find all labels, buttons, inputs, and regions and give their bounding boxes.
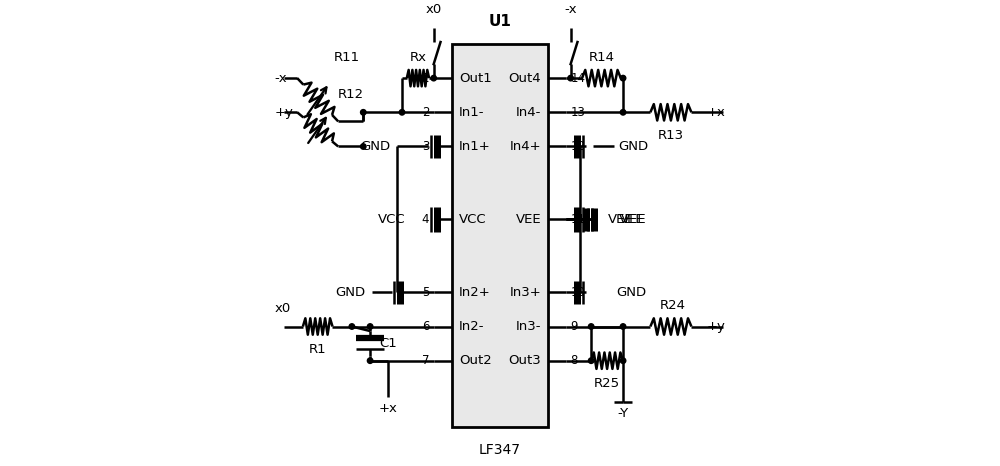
Circle shape (568, 75, 573, 81)
Circle shape (620, 75, 626, 81)
Text: Out4: Out4 (508, 72, 541, 85)
Text: R24: R24 (660, 300, 686, 313)
Text: +x: +x (707, 106, 726, 119)
Text: 9: 9 (571, 320, 578, 333)
Circle shape (620, 110, 626, 115)
Text: Out3: Out3 (508, 354, 541, 367)
Text: VCC: VCC (459, 213, 487, 226)
Text: 14: 14 (571, 72, 586, 85)
Text: Rx: Rx (409, 51, 426, 64)
Text: R1: R1 (309, 343, 327, 356)
Text: 5: 5 (422, 286, 429, 299)
Text: Out1: Out1 (459, 72, 492, 85)
Circle shape (431, 75, 436, 81)
Text: VCC: VCC (378, 213, 406, 226)
Text: 12: 12 (571, 140, 586, 153)
Text: VEE: VEE (621, 213, 646, 226)
Text: GND: GND (335, 286, 366, 299)
Text: In4-: In4- (516, 106, 541, 119)
Text: R12: R12 (338, 88, 364, 101)
Text: 1: 1 (422, 72, 429, 85)
Text: C1: C1 (379, 337, 397, 350)
Text: In3-: In3- (516, 320, 541, 333)
Text: Out2: Out2 (459, 354, 492, 367)
Circle shape (349, 324, 355, 329)
Text: GND: GND (616, 286, 646, 299)
Text: 11: 11 (571, 213, 586, 226)
Circle shape (588, 324, 594, 329)
Text: 7: 7 (422, 354, 429, 367)
Circle shape (588, 358, 594, 363)
Text: x0: x0 (426, 3, 442, 16)
Text: R25: R25 (594, 377, 620, 390)
Circle shape (367, 324, 373, 329)
Text: VEE: VEE (608, 213, 633, 226)
Text: In3+: In3+ (509, 286, 541, 299)
Text: R11: R11 (334, 51, 360, 64)
Text: In1-: In1- (459, 106, 484, 119)
Text: 13: 13 (571, 106, 586, 119)
Text: -x: -x (274, 72, 287, 85)
Text: VEE: VEE (618, 213, 644, 226)
Text: In2+: In2+ (459, 286, 491, 299)
Text: -x: -x (564, 3, 577, 16)
Text: 6: 6 (422, 320, 429, 333)
Circle shape (399, 110, 405, 115)
Text: 3: 3 (422, 140, 429, 153)
Text: +x: +x (379, 402, 398, 415)
Circle shape (361, 110, 366, 115)
Text: +y: +y (707, 320, 726, 333)
Text: GND: GND (360, 140, 391, 153)
Circle shape (367, 358, 373, 363)
Text: 8: 8 (571, 354, 578, 367)
Text: 10: 10 (571, 286, 586, 299)
Circle shape (361, 144, 366, 149)
Text: U1: U1 (489, 14, 511, 28)
Text: VEE: VEE (515, 213, 541, 226)
Text: R13: R13 (658, 129, 684, 142)
Text: 4: 4 (422, 213, 429, 226)
Text: x0: x0 (274, 302, 291, 315)
Circle shape (620, 358, 626, 363)
Text: R14: R14 (588, 51, 614, 64)
Text: In2-: In2- (459, 320, 484, 333)
Text: LF347: LF347 (479, 443, 521, 457)
Polygon shape (452, 44, 548, 427)
Text: -Y: -Y (617, 407, 629, 419)
Text: In4+: In4+ (509, 140, 541, 153)
Circle shape (620, 324, 626, 329)
Text: GND: GND (618, 140, 649, 153)
Text: In1+: In1+ (459, 140, 491, 153)
Text: 2: 2 (422, 106, 429, 119)
Text: +y: +y (274, 106, 293, 119)
